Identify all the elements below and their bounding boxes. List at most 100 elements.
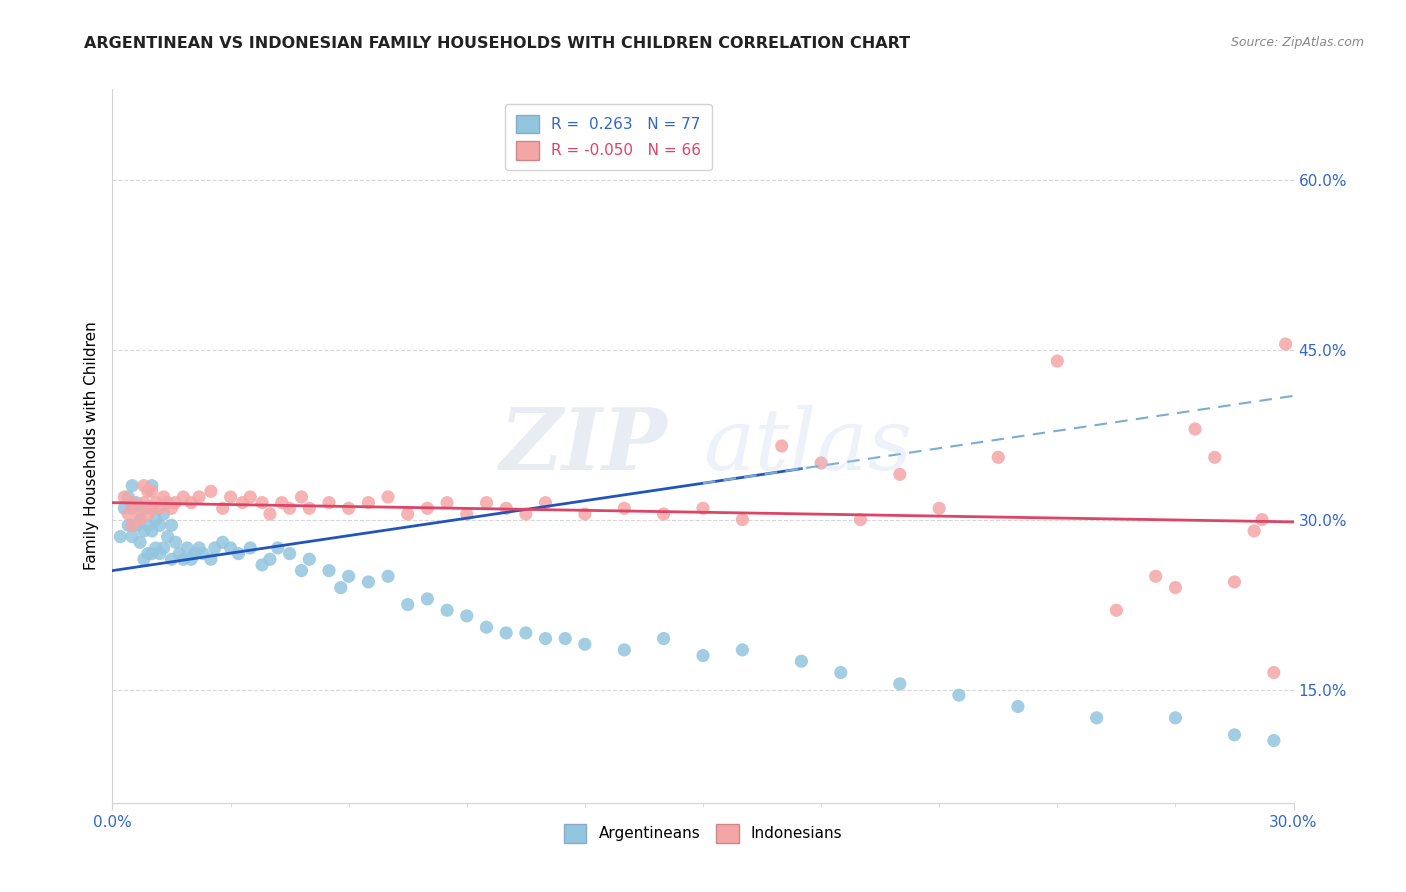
Point [357, 495, 380, 509]
Point [129, 513, 152, 527]
Point [117, 518, 139, 533]
Point [495, 501, 517, 516]
Point [377, 490, 399, 504]
Point [132, 501, 155, 516]
Point [176, 541, 198, 555]
Point [1007, 699, 1029, 714]
Point [152, 490, 174, 504]
Point [250, 558, 273, 572]
Point [132, 552, 155, 566]
Point [141, 484, 163, 499]
Point [160, 501, 183, 516]
Point [239, 541, 262, 555]
Point [149, 547, 172, 561]
Point [211, 535, 233, 549]
Point [149, 518, 172, 533]
Point [278, 501, 301, 516]
Point [889, 677, 911, 691]
Point [692, 501, 714, 516]
Point [165, 495, 187, 509]
Point [259, 552, 281, 566]
Point [172, 552, 194, 566]
Point [204, 541, 226, 555]
Point [136, 507, 159, 521]
Point [132, 524, 155, 538]
Point [613, 501, 636, 516]
Point [574, 637, 596, 651]
Point [121, 495, 143, 509]
Point [318, 495, 340, 509]
Point [231, 495, 253, 509]
Point [1164, 711, 1187, 725]
Point [475, 495, 498, 509]
Point [396, 507, 419, 521]
Point [396, 598, 419, 612]
Point [156, 495, 179, 509]
Point [165, 535, 187, 549]
Point [270, 495, 292, 509]
Point [239, 490, 262, 504]
Point [145, 513, 167, 527]
Point [121, 530, 143, 544]
Point [141, 478, 163, 492]
Point [250, 495, 273, 509]
Point [1204, 450, 1226, 465]
Y-axis label: Family Households with Children: Family Households with Children [83, 322, 98, 570]
Point [125, 518, 148, 533]
Point [318, 564, 340, 578]
Point [849, 513, 872, 527]
Point [456, 507, 478, 521]
Point [337, 569, 360, 583]
Text: Source: ZipAtlas.com: Source: ZipAtlas.com [1230, 36, 1364, 49]
Point [515, 507, 537, 521]
Point [156, 530, 179, 544]
Point [329, 581, 352, 595]
Point [160, 518, 183, 533]
Point [515, 626, 537, 640]
Point [1105, 603, 1128, 617]
Point [145, 495, 167, 509]
Point [1243, 524, 1265, 538]
Point [219, 490, 242, 504]
Point [136, 547, 159, 561]
Point [110, 530, 132, 544]
Point [534, 632, 557, 646]
Point [141, 524, 163, 538]
Point [1184, 422, 1206, 436]
Point [278, 547, 301, 561]
Point [172, 490, 194, 504]
Point [534, 495, 557, 509]
Point [211, 501, 233, 516]
Point [416, 591, 439, 606]
Point [132, 478, 155, 492]
Point [731, 643, 754, 657]
Point [1144, 569, 1167, 583]
Point [200, 484, 222, 499]
Point [475, 620, 498, 634]
Point [121, 501, 143, 516]
Point [188, 541, 211, 555]
Point [121, 518, 143, 533]
Point [290, 564, 312, 578]
Point [1223, 574, 1246, 589]
Point [180, 552, 202, 566]
Point [112, 501, 135, 516]
Point [117, 490, 139, 504]
Point [141, 501, 163, 516]
Point [810, 456, 832, 470]
Point [125, 501, 148, 516]
Point [152, 507, 174, 521]
Point [770, 439, 793, 453]
Point [149, 501, 172, 516]
Point [790, 654, 813, 668]
Point [180, 495, 202, 509]
Point [298, 501, 321, 516]
Point [1223, 728, 1246, 742]
Point [141, 501, 163, 516]
Point [416, 501, 439, 516]
Point [1263, 665, 1285, 680]
Point [337, 501, 360, 516]
Point [145, 541, 167, 555]
Point [357, 574, 380, 589]
Point [298, 552, 321, 566]
